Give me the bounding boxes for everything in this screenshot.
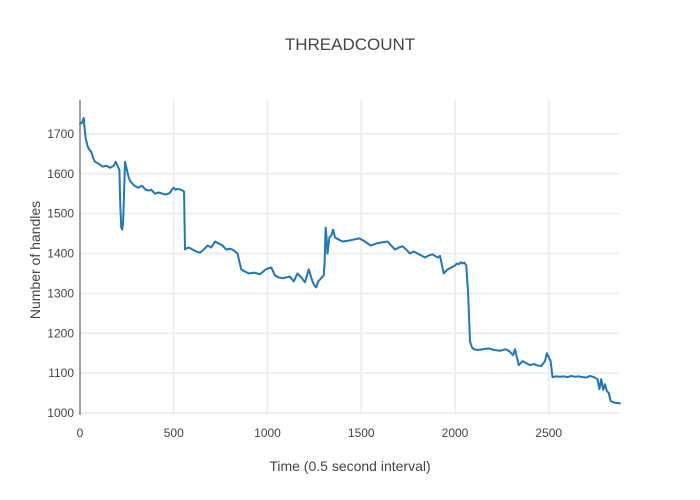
y-tick-label: 1700 xyxy=(47,127,74,141)
x-axis-title: Time (0.5 second interval) xyxy=(269,458,430,474)
y-tick-label: 1100 xyxy=(48,366,74,380)
x-tick-label: 1000 xyxy=(254,426,281,440)
chart-title: THREADCOUNT xyxy=(285,35,415,54)
y-tick-label: 1200 xyxy=(47,326,74,340)
y-tick-label: 1000 xyxy=(47,406,74,420)
series-layer[interactable] xyxy=(79,116,621,405)
series-line[interactable] xyxy=(79,116,621,405)
x-tick-label: 2000 xyxy=(442,426,469,440)
x-tick-label: 0 xyxy=(77,426,84,440)
y-tick-label: 1600 xyxy=(47,167,74,181)
y-tick-label: 1400 xyxy=(47,247,74,261)
y-tick-label: 1500 xyxy=(47,207,74,221)
x-tick-label: 1500 xyxy=(348,426,375,440)
x-tick-label: 2500 xyxy=(535,426,562,440)
y-axis-title: Number of handles xyxy=(27,201,43,319)
x-tick-labels: 0 500 1000 1500 2000 2500 xyxy=(77,426,563,440)
y-tick-label: 1300 xyxy=(47,286,74,300)
y-tick-labels: 1000 1100 1200 1300 1400 1500 1600 1700 xyxy=(47,127,74,420)
grid-layer xyxy=(80,100,620,415)
x-tick-label: 500 xyxy=(164,426,184,440)
